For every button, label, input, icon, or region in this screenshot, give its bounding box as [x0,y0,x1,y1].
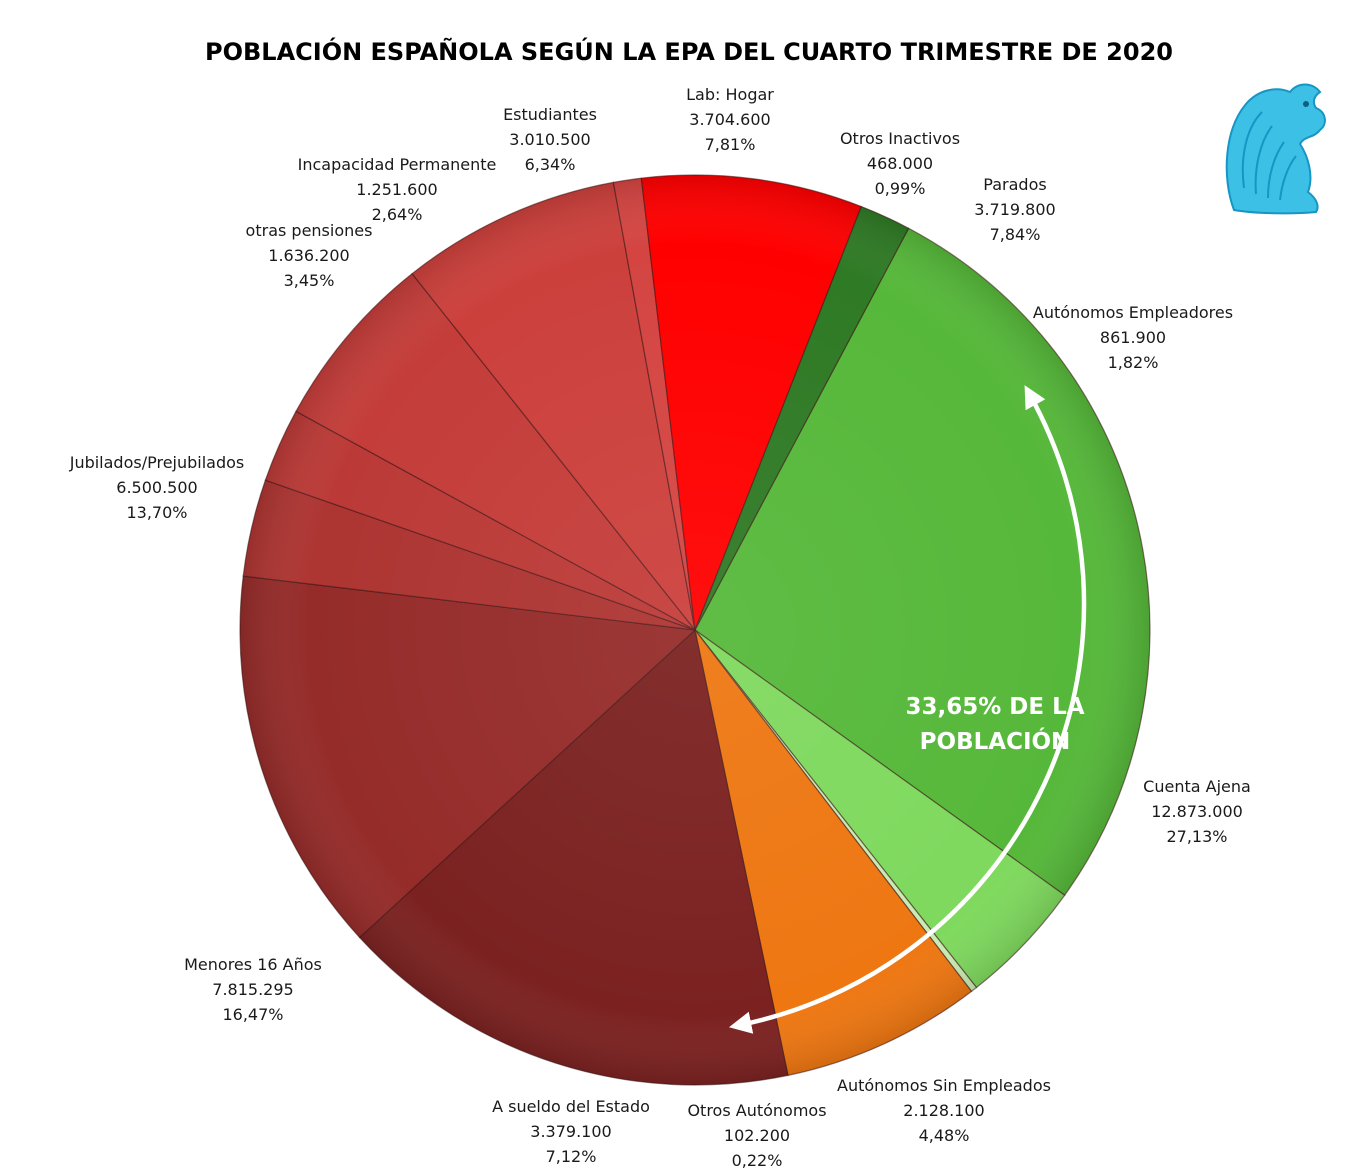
slice-label-name: Incapacidad Permanente [298,155,497,174]
slice-label-value: 861.900 [1100,328,1166,347]
slice-label-name: A sueldo del Estado [492,1097,650,1116]
slice-label-name: Estudiantes [503,105,597,124]
slice-label-name: Autónomos Empleadores [1033,303,1233,322]
slice-label-percent: 13,70% [126,503,187,522]
slice-label-percent: 7,84% [990,225,1041,244]
slice-label-value: 468.000 [867,154,933,173]
slice-label-percent: 1,82% [1108,353,1159,372]
slice-label-value: 3.010.500 [509,130,590,149]
slice-label-name: Cuenta Ajena [1143,777,1251,796]
slice-label-percent: 16,47% [222,1005,283,1024]
slice-label-value: 12.873.000 [1151,802,1243,821]
slice-label-value: 1.636.200 [268,246,349,265]
slice-label-value: 1.251.600 [356,180,437,199]
slice-label-value: 102.200 [724,1126,790,1145]
slice-label-percent: 7,81% [705,135,756,154]
slice-label-name: Parados [983,175,1046,194]
chart-title: POBLACIÓN ESPAÑOLA SEGÚN LA EPA DEL CUAR… [205,36,1173,66]
slice-label-percent: 7,12% [546,1147,597,1166]
slice-label-percent: 27,13% [1166,827,1227,846]
annotation-line-2: POBLACIÓN [920,727,1071,755]
slice-label-value: 3.704.600 [689,110,770,129]
slice-label-percent: 0,22% [732,1151,783,1170]
griffin-logo-icon [1225,83,1326,215]
slice-labels: Cuenta Ajena 12.873.000 27,13% Autónomos Si… [69,85,1251,1170]
slice-label-name: Jubilados/Prejubilados [69,453,245,472]
slice-label-percent: 0,99% [875,179,926,198]
slice-label-name: Otros Inactivos [840,129,960,148]
slice-label-percent: 4,48% [919,1126,970,1145]
slice-label-value: 3.719.800 [974,200,1055,219]
slice-label-name: Otros Autónomos [687,1101,826,1120]
slice-label-percent: 3,45% [284,271,335,290]
slice-label-name: Autónomos Sin Empleados [837,1076,1051,1095]
pie-slices [239,174,1151,1086]
annotation-line-1: 33,65% DE LA [905,694,1084,720]
slice-label-value: 3.379.100 [530,1122,611,1141]
slice-label-value: 6.500.500 [116,478,197,497]
slice-label-name: Lab: Hogar [686,85,774,104]
slice-label-name: otras pensiones [246,221,373,240]
slice-label-value: 2.128.100 [903,1101,984,1120]
population-arc-arrow [728,385,1087,1034]
slice-label-name: Menores 16 Años [184,955,322,974]
slice-label-percent: 2,64% [372,205,423,224]
slice-label-percent: 6,34% [525,155,576,174]
slice-label-value: 7.815.295 [212,980,293,999]
